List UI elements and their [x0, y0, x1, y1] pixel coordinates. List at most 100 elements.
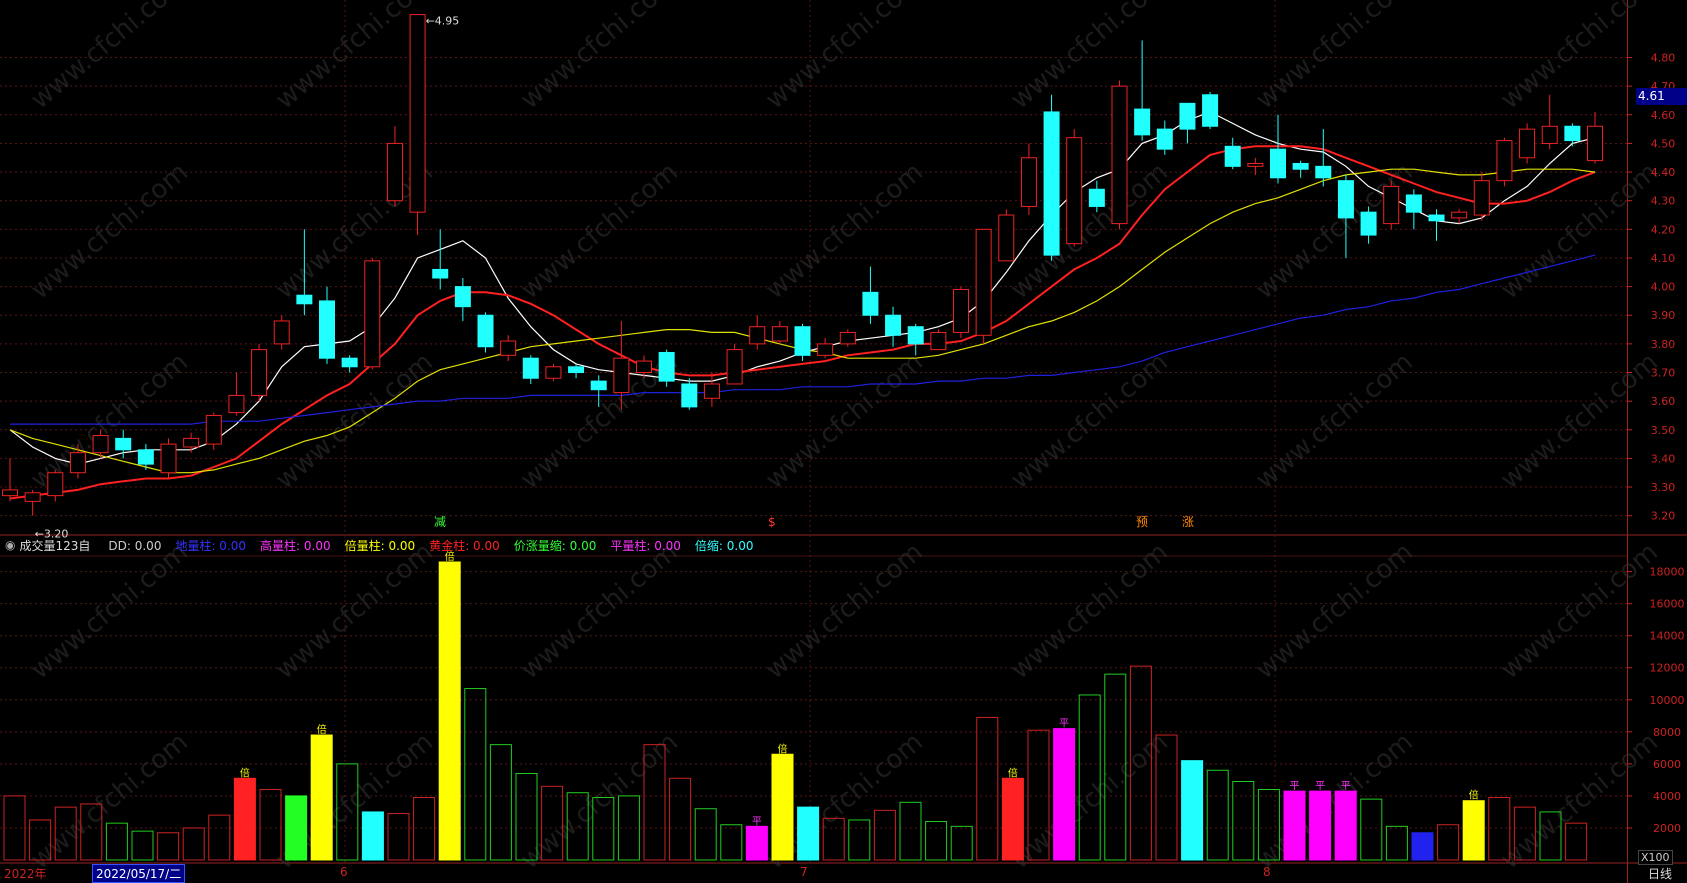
- candle[interactable]: [273, 315, 290, 350]
- candle[interactable]: [953, 286, 969, 339]
- candle[interactable]: [681, 378, 698, 410]
- volume-bar[interactable]: [617, 795, 640, 861]
- candlestick-layer[interactable]: [2, 14, 1603, 516]
- candle[interactable]: [907, 323, 924, 356]
- candle[interactable]: [1088, 180, 1105, 213]
- volume-bar[interactable]: [694, 808, 717, 861]
- candle[interactable]: [1360, 206, 1377, 244]
- volume-bar-layer[interactable]: 倍倍倍平倍倍平平平平倍: [3, 550, 1588, 861]
- candle[interactable]: [839, 329, 856, 347]
- volume-bar[interactable]: [413, 797, 436, 861]
- candle[interactable]: [454, 278, 471, 321]
- volume-bar[interactable]: [950, 825, 973, 861]
- volume-bar[interactable]: [157, 832, 180, 861]
- volume-bar[interactable]: [1257, 789, 1280, 861]
- volume-bar[interactable]: [1411, 832, 1434, 861]
- candle[interactable]: [1224, 137, 1241, 170]
- volume-bar[interactable]: [976, 716, 999, 861]
- candle[interactable]: [1428, 209, 1445, 241]
- period-label[interactable]: 日线: [1648, 867, 1673, 881]
- candle[interactable]: [658, 349, 675, 387]
- volume-bar[interactable]: [208, 814, 231, 861]
- candle[interactable]: [1111, 80, 1128, 230]
- candle[interactable]: [1496, 137, 1513, 187]
- volume-bar[interactable]: [745, 825, 768, 861]
- volume-bar[interactable]: [80, 803, 103, 861]
- candle[interactable]: [590, 375, 607, 407]
- candle[interactable]: [137, 444, 154, 470]
- candle[interactable]: [47, 469, 64, 502]
- volume-bar[interactable]: [131, 830, 154, 861]
- volume-bar[interactable]: [1309, 790, 1332, 861]
- volume-bar[interactable]: [438, 561, 461, 861]
- candle[interactable]: [251, 343, 268, 402]
- candle[interactable]: [545, 363, 562, 382]
- candle[interactable]: [1134, 40, 1151, 141]
- volume-bar[interactable]: [1129, 665, 1152, 861]
- candle[interactable]: [477, 312, 494, 353]
- candle[interactable]: [794, 323, 811, 362]
- candle[interactable]: [1179, 102, 1196, 144]
- volume-bar[interactable]: [182, 827, 205, 861]
- volume-bar[interactable]: [873, 809, 896, 861]
- volume-bar[interactable]: [541, 785, 564, 861]
- candle[interactable]: [703, 372, 720, 407]
- volume-bar[interactable]: [233, 777, 256, 861]
- volume-bar[interactable]: [848, 819, 871, 861]
- volume-bar[interactable]: [1053, 728, 1076, 861]
- candle[interactable]: [92, 429, 109, 459]
- volume-bar[interactable]: [29, 819, 52, 861]
- candle[interactable]: [1383, 180, 1400, 230]
- volume-bar[interactable]: [1104, 673, 1127, 861]
- candle[interactable]: [1156, 120, 1173, 155]
- volume-bar[interactable]: [1181, 760, 1204, 861]
- candle[interactable]: [522, 355, 539, 384]
- volume-bar[interactable]: [1283, 790, 1306, 861]
- indicator-name[interactable]: 成交量123自: [19, 538, 91, 553]
- candle[interactable]: [1066, 129, 1083, 247]
- candle[interactable]: [228, 372, 245, 416]
- volume-bar[interactable]: [464, 688, 487, 861]
- candle[interactable]: [2, 458, 18, 502]
- candle[interactable]: [1564, 123, 1581, 147]
- candle[interactable]: [1473, 172, 1490, 221]
- volume-bar[interactable]: [822, 817, 845, 861]
- volume-bar[interactable]: [361, 811, 384, 861]
- volume-bar[interactable]: [1488, 797, 1511, 861]
- volume-bar[interactable]: [771, 753, 794, 861]
- candle[interactable]: [364, 257, 381, 370]
- candle[interactable]: [341, 355, 358, 373]
- volume-bar[interactable]: [643, 744, 666, 861]
- candle[interactable]: [1519, 123, 1536, 164]
- volume-bar[interactable]: [310, 734, 333, 861]
- candle[interactable]: [1451, 209, 1468, 224]
- volume-bar[interactable]: [1462, 800, 1485, 861]
- candle[interactable]: [1587, 111, 1603, 164]
- collapse-icon[interactable]: ◉: [5, 538, 16, 552]
- candle[interactable]: [183, 432, 200, 453]
- candle[interactable]: [160, 438, 177, 479]
- candle[interactable]: [749, 315, 766, 350]
- volume-bar[interactable]: [105, 822, 128, 861]
- volume-bar[interactable]: [1206, 769, 1229, 861]
- candle[interactable]: [205, 412, 222, 450]
- candle[interactable]: [296, 229, 313, 316]
- volume-bar[interactable]: [285, 795, 308, 861]
- candle[interactable]: [409, 14, 426, 236]
- volume-bar[interactable]: [1001, 777, 1024, 861]
- candle[interactable]: [1292, 160, 1309, 178]
- candle[interactable]: [432, 229, 449, 290]
- candle[interactable]: [817, 338, 834, 359]
- volume-bar[interactable]: [1513, 806, 1536, 861]
- candle[interactable]: [771, 320, 788, 344]
- volume-bar[interactable]: [336, 763, 359, 861]
- candle[interactable]: [319, 286, 335, 364]
- candle[interactable]: [500, 335, 517, 362]
- volume-bar[interactable]: [54, 806, 77, 861]
- volume-bar[interactable]: [489, 744, 512, 861]
- candle[interactable]: [115, 429, 132, 459]
- candle[interactable]: [636, 355, 652, 379]
- volume-bar[interactable]: [1360, 798, 1383, 861]
- candle[interactable]: [1270, 114, 1286, 184]
- candle[interactable]: [998, 209, 1015, 262]
